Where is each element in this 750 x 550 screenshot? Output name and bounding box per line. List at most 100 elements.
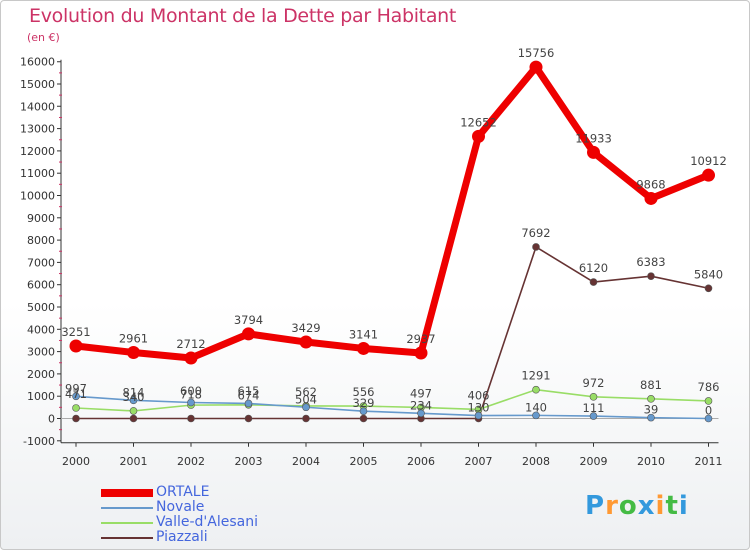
brand-logo: Proxiti: [585, 491, 689, 521]
data-label: 556: [353, 385, 375, 399]
data-label: 786: [698, 380, 720, 394]
data-label: 881: [640, 378, 662, 392]
chart-subtitle: (en €): [27, 31, 60, 44]
data-label: 234: [410, 398, 432, 412]
data-label: 2712: [176, 337, 205, 351]
brand-letter: i: [678, 491, 689, 521]
data-label: 39: [644, 403, 659, 417]
data-label: 7692: [521, 226, 550, 240]
data-point: [587, 145, 600, 159]
data-label: 111: [583, 401, 605, 415]
data-point: [474, 411, 483, 420]
legend-label: Novale: [156, 499, 205, 515]
legend-label: ORTALE: [156, 484, 210, 500]
data-point: [359, 414, 368, 423]
data-label: 9868: [636, 177, 665, 191]
data-label: 718: [180, 387, 202, 401]
legend-swatch: [101, 521, 153, 524]
data-label: 2937: [406, 332, 435, 346]
data-label: 130: [468, 401, 490, 415]
data-label: 1291: [521, 369, 550, 383]
brand-letter: i: [655, 491, 666, 521]
data-point: [647, 395, 655, 403]
data-label: 329: [353, 396, 375, 410]
data-point: [529, 60, 543, 74]
data-point: [417, 409, 425, 418]
x-tick-label: 2005: [350, 455, 378, 468]
x-tick-label: 2000: [62, 455, 90, 468]
data-point: [129, 407, 138, 415]
data-label: 340: [123, 390, 145, 404]
data-label: 5840: [694, 267, 723, 281]
data-point: [589, 278, 598, 286]
data-label: 504: [295, 392, 317, 406]
y-tick-label: 10000: [20, 190, 55, 203]
brand-letter: r: [605, 491, 619, 521]
y-tick-label: 2000: [27, 368, 55, 381]
data-point: [647, 272, 655, 280]
y-tick-label: 14000: [20, 100, 55, 113]
y-tick-label: 16000: [20, 56, 55, 69]
data-point: [532, 411, 540, 420]
data-label: 3429: [291, 321, 320, 335]
data-point: [72, 404, 80, 412]
brand-letter: t: [665, 491, 679, 521]
legend-item-novale: Novale: [101, 500, 258, 515]
x-tick-label: 2004: [292, 455, 320, 468]
data-label: 814: [123, 385, 145, 399]
data-point: [589, 393, 598, 401]
data-point: [72, 392, 80, 401]
y-tick-label: 6000: [27, 279, 55, 292]
y-tick-label: 3000: [27, 346, 55, 359]
legend-swatch: [101, 488, 153, 497]
y-tick-label: 13000: [20, 123, 55, 136]
series-line: [75, 388, 710, 412]
data-point: [127, 345, 140, 359]
data-label: 497: [410, 386, 432, 400]
legend-item-valle-d-alesani: Valle-d'Alesani: [101, 515, 258, 530]
data-point: [72, 414, 80, 423]
legend-item-piazzali: Piazzali: [101, 530, 258, 545]
brand-letter: x: [637, 491, 656, 521]
data-label: 6120: [579, 261, 608, 275]
data-point: [589, 412, 598, 420]
data-label: 6383: [636, 255, 665, 269]
series-line: [75, 395, 710, 420]
data-point: [532, 243, 540, 251]
y-tick-label: 1000: [27, 390, 55, 403]
legend: ORTALE Novale Valle-d'Alesani Piazzali: [101, 485, 258, 545]
data-point: [704, 397, 713, 405]
data-point: [414, 346, 428, 360]
data-label: 10912: [690, 154, 727, 168]
data-point: [69, 339, 83, 353]
data-label: 972: [583, 376, 605, 390]
chart-title: Evolution du Montant de la Dette par Hab…: [29, 5, 457, 27]
y-tick-label: 8000: [27, 234, 55, 247]
data-point: [187, 414, 195, 423]
data-label: 997: [65, 381, 87, 395]
data-label: 2961: [119, 331, 148, 345]
y-tick-label: 12000: [20, 145, 55, 158]
data-label: 140: [525, 400, 547, 414]
data-label: 600: [180, 384, 202, 398]
data-point: [129, 396, 138, 405]
data-point: [359, 407, 368, 415]
data-label: 15756: [518, 46, 555, 60]
data-label: 12652: [460, 115, 497, 129]
data-point: [244, 399, 253, 408]
data-label: 11933: [575, 131, 612, 145]
data-point: [532, 385, 540, 394]
data-point: [242, 327, 255, 341]
data-point: [302, 403, 310, 412]
y-tick-label: 9000: [27, 212, 55, 225]
brand-letter: o: [618, 491, 638, 521]
x-tick-label: 2008: [522, 455, 550, 468]
data-point: [472, 129, 485, 143]
data-point: [187, 398, 195, 407]
x-tick-label: 2002: [177, 455, 205, 468]
data-label: 0: [705, 404, 712, 418]
data-label: 562: [295, 385, 317, 399]
legend-label: Piazzali: [156, 529, 208, 545]
